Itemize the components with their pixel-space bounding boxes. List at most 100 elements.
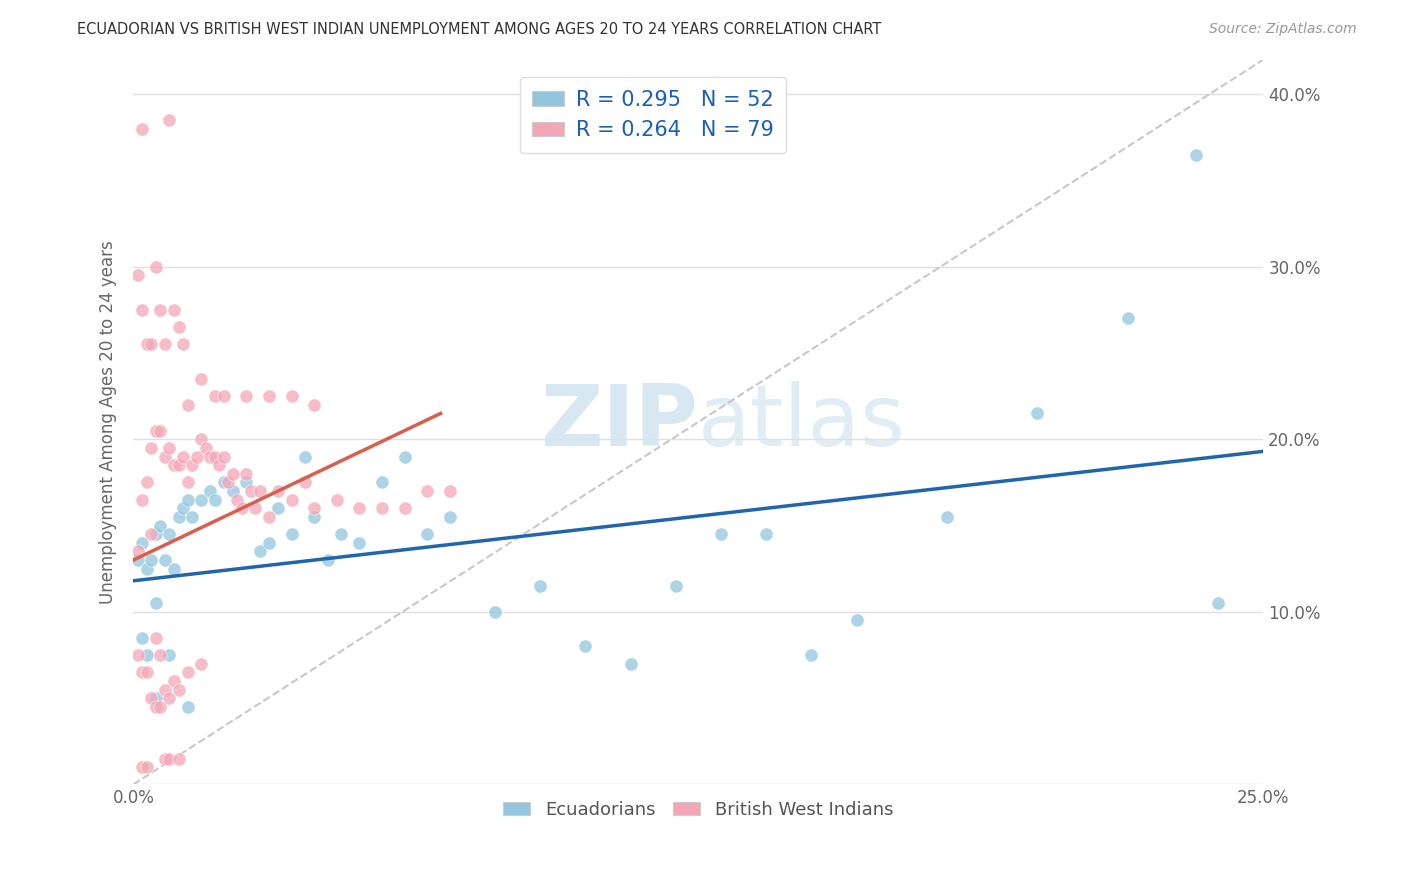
Point — [226, 492, 249, 507]
Point — [574, 640, 596, 654]
Point — [330, 527, 353, 541]
Point — [149, 424, 172, 438]
Point — [249, 544, 271, 558]
Point — [710, 527, 733, 541]
Point — [316, 553, 339, 567]
Point — [135, 760, 157, 774]
Point — [181, 458, 204, 472]
Point — [153, 450, 176, 464]
Point — [153, 682, 176, 697]
Point — [222, 467, 245, 481]
Point — [198, 450, 221, 464]
Point — [302, 398, 325, 412]
Point — [131, 665, 153, 680]
Point — [159, 527, 181, 541]
Point — [127, 268, 149, 283]
Point — [145, 424, 167, 438]
Point — [371, 501, 394, 516]
Point — [145, 260, 167, 274]
Point — [131, 492, 153, 507]
Point — [267, 483, 290, 498]
Point — [257, 510, 280, 524]
Point — [222, 483, 245, 498]
Point — [159, 751, 181, 765]
Point — [755, 527, 778, 541]
Point — [135, 562, 157, 576]
Point — [135, 648, 157, 662]
Point — [172, 501, 194, 516]
Text: ZIP: ZIP — [540, 381, 699, 464]
Point — [163, 458, 186, 472]
Point — [186, 450, 208, 464]
Point — [235, 467, 257, 481]
Point — [1026, 406, 1049, 420]
Point — [141, 691, 163, 706]
Point — [127, 553, 149, 567]
Point — [349, 536, 371, 550]
Legend: Ecuadorians, British West Indians: Ecuadorians, British West Indians — [496, 794, 901, 826]
Point — [231, 501, 253, 516]
Point — [416, 527, 439, 541]
Point — [159, 691, 181, 706]
Point — [1116, 311, 1139, 326]
Point — [529, 579, 551, 593]
Point — [294, 450, 316, 464]
Point — [145, 699, 167, 714]
Point — [167, 510, 190, 524]
Point — [235, 389, 257, 403]
Point — [127, 544, 149, 558]
Point — [176, 699, 198, 714]
Point — [176, 492, 198, 507]
Point — [172, 450, 194, 464]
Point — [145, 691, 167, 706]
Point — [153, 337, 176, 351]
Point — [163, 562, 186, 576]
Point — [149, 302, 172, 317]
Point — [131, 760, 153, 774]
Point — [212, 450, 235, 464]
Point — [135, 475, 157, 490]
Point — [239, 483, 262, 498]
Point — [141, 337, 163, 351]
Point — [1206, 596, 1229, 610]
Point — [325, 492, 347, 507]
Point — [245, 501, 267, 516]
Point — [190, 372, 212, 386]
Point — [135, 337, 157, 351]
Point — [204, 492, 226, 507]
Point — [159, 441, 181, 455]
Point — [190, 492, 212, 507]
Point — [172, 337, 194, 351]
Point — [845, 614, 868, 628]
Point — [349, 501, 371, 516]
Point — [204, 450, 226, 464]
Point — [208, 458, 231, 472]
Point — [619, 657, 641, 671]
Point — [149, 648, 172, 662]
Point — [131, 631, 153, 645]
Point — [302, 510, 325, 524]
Text: Source: ZipAtlas.com: Source: ZipAtlas.com — [1209, 22, 1357, 37]
Y-axis label: Unemployment Among Ages 20 to 24 years: Unemployment Among Ages 20 to 24 years — [100, 240, 117, 604]
Point — [153, 553, 176, 567]
Point — [141, 527, 163, 541]
Point — [163, 673, 186, 688]
Point — [131, 302, 153, 317]
Point — [484, 605, 506, 619]
Point — [665, 579, 688, 593]
Point — [212, 475, 235, 490]
Point — [176, 475, 198, 490]
Point — [257, 389, 280, 403]
Point — [135, 665, 157, 680]
Point — [280, 389, 302, 403]
Text: atlas: atlas — [699, 381, 907, 464]
Point — [167, 320, 190, 334]
Point — [163, 302, 186, 317]
Point — [294, 475, 316, 490]
Point — [267, 501, 290, 516]
Point — [217, 475, 239, 490]
Point — [190, 657, 212, 671]
Point — [394, 501, 416, 516]
Point — [190, 432, 212, 446]
Point — [194, 441, 217, 455]
